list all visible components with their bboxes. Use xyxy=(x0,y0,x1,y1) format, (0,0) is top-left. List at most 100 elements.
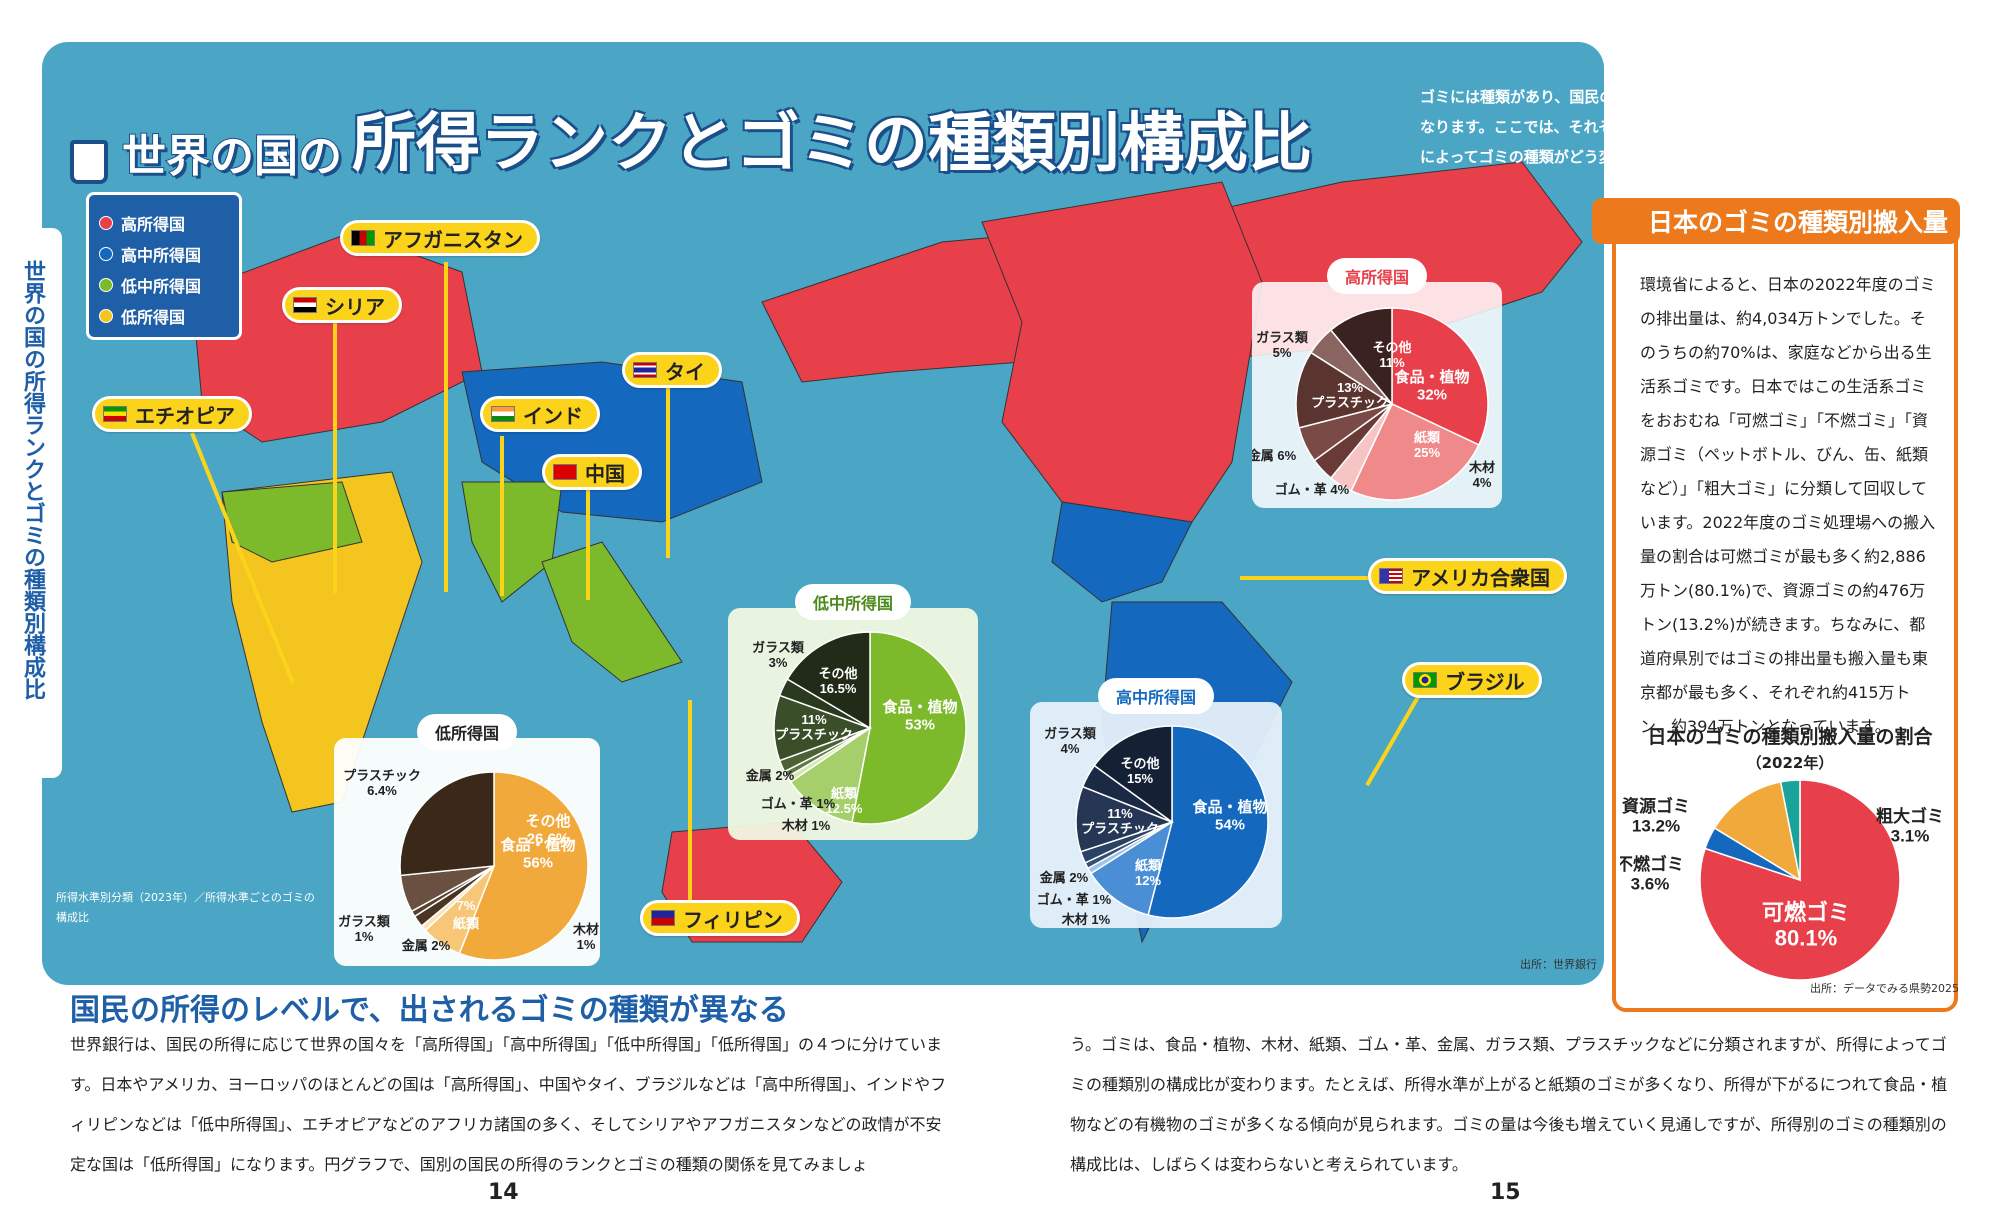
pie-label: 金属 2% xyxy=(401,938,451,953)
pie-label: 金属 2% xyxy=(745,768,795,783)
pie-label: 食品・植物 32% xyxy=(1394,368,1469,403)
country-tag-china: 中国 xyxy=(542,454,642,490)
syria-flag-icon xyxy=(293,297,317,313)
country-tag-usa: アメリカ合衆国 xyxy=(1368,558,1567,594)
country-tag-brazil: ブラジル xyxy=(1402,662,1542,698)
usa-line xyxy=(1240,576,1370,580)
map-note: 所得水準別分類（2023年）／所得水準ごとのゴミの構成比 xyxy=(56,891,315,924)
pie-label: 金属 6% xyxy=(1252,448,1297,463)
pie-slice xyxy=(1713,781,1802,882)
pie-label: ガラス類 5% xyxy=(1256,330,1309,360)
pie-label: 食品・植物 56% xyxy=(500,836,575,871)
afghanistan-flag-icon xyxy=(351,230,375,246)
pie-card-high: 高所得国 その他 11% 食品・植物 32% 紙類 25% 木材 4% ゴム・革 4% 金属 6%… xyxy=(1252,258,1502,508)
country-tag-india: インド xyxy=(480,396,600,432)
pie-label: ガラス類 1% xyxy=(338,914,391,944)
pie-label: その他 16.5% xyxy=(818,666,857,696)
pie-card-upmid: 高中所得国 その他 15% 食品・植物 54% 紙類 12% 木材 1% ゴム・革 1% 金属 … xyxy=(1030,678,1282,928)
pie-label: 木材 1% xyxy=(1061,912,1111,927)
page-number-right: 15 xyxy=(1490,1180,1521,1205)
page-number-left: 14 xyxy=(488,1180,519,1205)
body-right: う。ゴミは、食品・植物、木材、紙類、ゴム・革、金属、ガラス類、プラスチックなどに… xyxy=(1070,1035,1948,1174)
pie-label: 13%プラスチック xyxy=(1311,380,1389,410)
pie-label: 粗大ゴミ 3.1% xyxy=(1876,806,1944,846)
pie-label: ゴム・革 1% xyxy=(1037,892,1112,907)
ethiopia-flag-icon xyxy=(103,406,127,422)
japan-source: 出所：データでみる県勢2025 xyxy=(1810,982,1959,995)
pie-low: その他 26.6%食品・植物 56% 紙類 7% 木材 1% 金属 2% ガラス類 1% プラスチッ… xyxy=(338,768,599,961)
pie-label: 資源ゴミ 13.2% xyxy=(1622,796,1690,836)
india-line xyxy=(500,436,504,596)
philippines-flag-icon xyxy=(651,910,675,926)
country-tag-syria: シリア xyxy=(282,287,402,323)
pie-title-lowmid: 低中所得国 xyxy=(794,584,912,620)
pie-label: 金属 2% xyxy=(1039,870,1089,885)
pie-slice xyxy=(773,694,873,762)
source-worldbank: 出所：世界銀行 xyxy=(1520,958,1597,971)
pie-japan: 可燃ゴミ 80.1% 不燃ゴミ 3.6% 資源ゴミ 13.2% 粗大ゴミ 3.1% xyxy=(1620,779,1944,981)
pie-label: 木材 4% xyxy=(1468,460,1495,490)
trash-bin-icon xyxy=(70,140,108,184)
pie-high: その他 11%食品・植物 32% 紙類 25% 木材 4% ゴム・革 4% 金属 6% 13%プラ… xyxy=(1252,307,1495,501)
legend-item: 低所得国 xyxy=(99,300,229,331)
pie-lowmid: その他 16.5% 食品・植物 53% 紙類 12.5% 木材 1% ゴム・革 1% 金属 2%… xyxy=(745,631,967,833)
side-title: 世界の国の所得ランクとゴミの種類別構成比 xyxy=(0,228,62,778)
pie-slice xyxy=(1391,307,1489,446)
pie-slice xyxy=(1089,820,1174,916)
china-flag-icon xyxy=(553,464,577,480)
india-flag-icon xyxy=(491,406,515,422)
pie-slice xyxy=(1093,725,1173,824)
japan-chart-title: 日本のゴミの種類別搬入量の割合 xyxy=(1647,726,1933,748)
pie-card-low: 低所得国 その他 26.6% 食品・植物 56% 紙類 7% 木材 1% 金属 2% ガラス類 1%… xyxy=(334,714,600,966)
pie-card-lowmid: 低中所得国 その他 16.5% 食品・植物 53% 紙類 12.5% 木材 1% ゴム・革 1… xyxy=(728,584,978,840)
legend-item: 高中所得国 xyxy=(99,238,229,269)
pie-slice xyxy=(789,726,872,824)
pie-slice xyxy=(786,631,871,730)
pie-label: 紙類 25% xyxy=(1414,430,1441,460)
pie-label: 木材 1% xyxy=(781,818,831,833)
pie-label: 紙類 12% xyxy=(1135,858,1162,888)
pie-slice xyxy=(1075,785,1175,853)
pie-label: ゴム・革 1% xyxy=(761,796,836,811)
pie-slice xyxy=(1295,351,1394,429)
japan-chart-subtitle: （2022年） xyxy=(1746,754,1834,772)
pie-label: その他 26.6% xyxy=(525,812,570,847)
country-tag-philippines: フィリピン xyxy=(640,900,800,936)
income-legend: 高所得国 高中所得国 低中所得国 低所得国 xyxy=(86,192,242,340)
pie-label: ガラス類 3% xyxy=(752,640,805,670)
pie-slice xyxy=(1147,725,1269,919)
pie-label: 11%プラスチック xyxy=(1081,806,1159,836)
legend-item: 低中所得国 xyxy=(99,269,229,300)
pie-label: 11%プラスチック xyxy=(775,712,853,742)
pie-title-low: 低所得国 xyxy=(416,714,518,750)
pie-label: ゴム・革 4% xyxy=(1275,482,1350,497)
pie-label: 食品・植物 54% xyxy=(1192,798,1267,833)
china-line xyxy=(586,490,590,600)
pie-slice xyxy=(1350,403,1480,501)
pie-label: ガラス類 4% xyxy=(1044,726,1097,756)
pie-label: プラスチック 6.4% xyxy=(343,768,421,798)
pie-title-high: 高所得国 xyxy=(1326,258,1428,294)
pie-label: 7% xyxy=(457,898,476,913)
syria-line xyxy=(333,323,337,593)
body-left: 世界銀行は、国民の所得に応じて世界の国々を「高所得国」「高中所得国」「低中所得国… xyxy=(70,1035,947,1174)
country-tag-thailand: タイ xyxy=(622,352,722,388)
pie-label: 不燃ゴミ 3.6% xyxy=(1620,854,1684,894)
intro-text: ゴミには種類があり、国民の所得ランクによって、出されるゴミの種類が異なります。こ… xyxy=(1420,88,1928,166)
japan-text: 環境省によると、日本の2022年度のゴミの排出量は、約4,034万トンでした。そ… xyxy=(1640,275,1936,736)
usa-flag-icon xyxy=(1379,568,1403,584)
pie-upmid: その他 15% 食品・植物 54% 紙類 12% 木材 1% ゴム・革 1% 金属 2% 11%プ… xyxy=(1037,725,1269,927)
pie-slice xyxy=(399,771,495,877)
title-prefix: 世界の国の xyxy=(121,130,343,183)
pie-label: その他 15% xyxy=(1120,756,1159,786)
pie-label: 木材 1% xyxy=(572,922,599,952)
pie-label: 食品・植物 53% xyxy=(882,698,957,733)
pie-label: 紙類 xyxy=(453,916,480,931)
thailand-line xyxy=(666,388,670,558)
pie-label: その他 11% xyxy=(1372,340,1411,370)
brazil-flag-icon xyxy=(1413,672,1437,688)
philippines-line xyxy=(688,700,692,920)
page-title: 世界の国の 所得ランクとゴミの種類別構成比 xyxy=(70,92,1312,184)
pie-slice xyxy=(1329,307,1393,407)
thailand-flag-icon xyxy=(633,362,657,378)
